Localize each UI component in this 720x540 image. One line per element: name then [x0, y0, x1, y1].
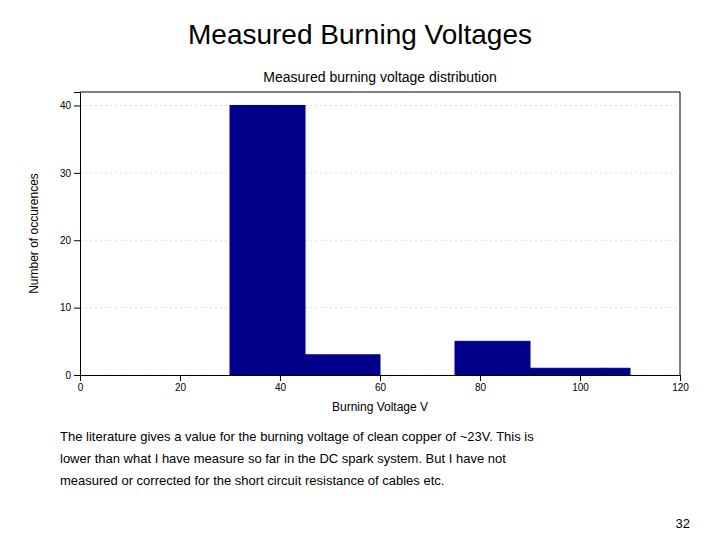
y-tick: 40: [60, 100, 80, 111]
bar: [530, 368, 605, 375]
y-tick: 30: [60, 168, 80, 179]
x-tick-label: 80: [475, 382, 487, 393]
y-tick-label: 20: [60, 235, 72, 246]
y-tick-label: 10: [60, 302, 72, 313]
y-tick-mark: [74, 375, 80, 376]
y-tick-mark: [74, 240, 80, 241]
x-tick-mark: [280, 375, 281, 381]
subtitle: Measured burning voltage distribution: [263, 69, 496, 85]
grid-line: [80, 240, 680, 241]
x-tick: 20: [175, 375, 187, 393]
y-tick-label: 0: [65, 370, 71, 381]
y-axis: 0 10 20 30 40: [60, 93, 81, 381]
x-tick: 40: [275, 375, 287, 393]
bar: [230, 105, 305, 375]
plot-frame: [80, 92, 680, 375]
y-tick-mark: [74, 308, 80, 309]
x-tick: 100: [572, 375, 589, 393]
caption-line: measured or corrected for the short circ…: [60, 473, 444, 488]
grid-line: [80, 307, 680, 308]
grid: [80, 105, 680, 375]
grid-line: [80, 105, 680, 106]
bar: [455, 341, 530, 375]
x-axis-line: [81, 376, 681, 382]
x-axis: 0 20 40 60 80 100 120: [78, 375, 690, 393]
caption-line: The literature gives a value for the bur…: [60, 429, 534, 444]
frame-right: [680, 92, 681, 375]
x-tick-mark: [680, 375, 681, 381]
x-tick-label: 60: [375, 382, 387, 393]
x-tick: 60: [375, 375, 387, 393]
y-tick-mark: [74, 105, 80, 106]
bars: [230, 105, 630, 375]
title: Measured Burning Voltages: [188, 19, 532, 50]
x-tick-mark: [580, 375, 581, 381]
page-number: 32: [676, 516, 690, 531]
y-tick: 20: [60, 235, 80, 246]
x-tick-label: 40: [275, 382, 287, 393]
bar: [380, 375, 455, 376]
bar: [605, 368, 630, 375]
y-tick-label: 30: [60, 168, 72, 179]
grid-line: [80, 172, 680, 173]
x-axis-label: Burning Voltage V: [332, 400, 428, 414]
x-tick-label: 20: [175, 382, 187, 393]
bar: [305, 355, 380, 375]
x-tick-label: 0: [78, 382, 84, 393]
x-tick-mark: [380, 375, 381, 381]
frame-top: [80, 92, 680, 93]
x-tick: 80: [475, 375, 487, 393]
x-tick: 120: [672, 375, 689, 393]
y-axis-line: [74, 93, 81, 376]
x-tick-label: 100: [572, 382, 589, 393]
y-tick-label: 40: [60, 100, 72, 111]
chart: Measured Burning Voltages Measured burnin…: [0, 0, 720, 540]
y-axis-label: Number of occurences: [27, 173, 41, 294]
y-tick-mark: [74, 173, 80, 174]
x-tick-mark: [180, 375, 181, 381]
y-tick: 0: [65, 370, 80, 381]
y-tick: 10: [60, 302, 80, 313]
x-tick-label: 120: [672, 382, 689, 393]
plot: 0 20 40 60 80 100 120 0 10 20 30 40: [60, 92, 689, 393]
x-tick: 0: [78, 375, 84, 393]
caption-line: lower than what I have measure so far in…: [60, 451, 506, 466]
x-tick-mark: [480, 375, 481, 381]
